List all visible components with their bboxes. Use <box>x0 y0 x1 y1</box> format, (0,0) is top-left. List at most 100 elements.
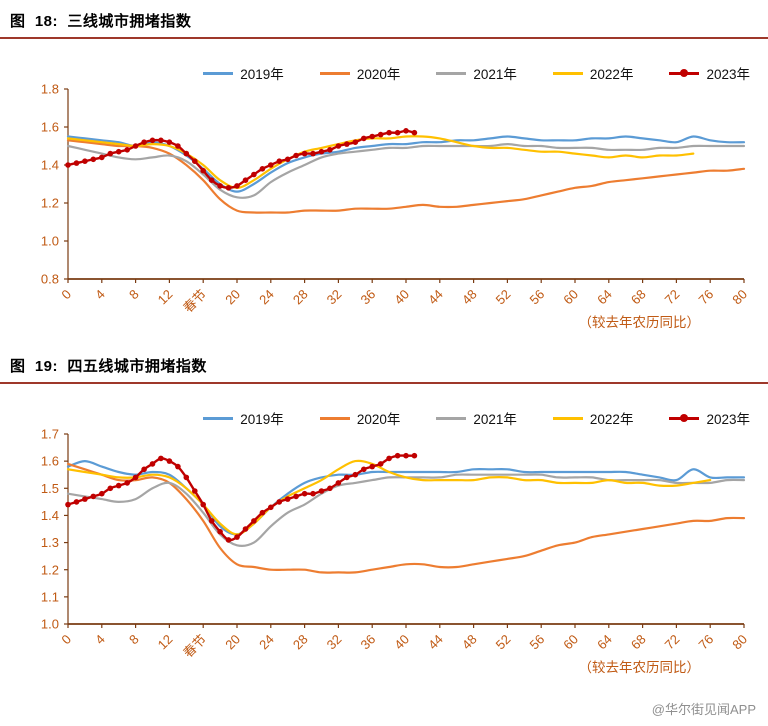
data-point-marker <box>394 129 401 136</box>
data-point-marker <box>208 518 215 524</box>
data-point-marker <box>158 137 164 144</box>
data-point-marker <box>394 452 401 459</box>
x-tick-label: 68 <box>628 287 649 308</box>
footer: @华尔街见闻APP <box>0 684 768 726</box>
x-tick-label: 64 <box>594 287 615 308</box>
data-point-marker <box>318 488 325 494</box>
x-tick-label: 44 <box>425 632 446 653</box>
y-tick-label: 0.8 <box>41 272 59 287</box>
data-point-marker <box>352 139 359 145</box>
y-tick-label: 1.8 <box>41 83 59 97</box>
y-tick-label: 1.1 <box>41 589 59 604</box>
x-tick-label: 0 <box>58 287 74 303</box>
data-point-marker <box>107 150 114 157</box>
x-tick-label: 40 <box>391 632 412 653</box>
x-tick-label: 56 <box>526 632 547 653</box>
data-point-marker <box>149 461 156 467</box>
data-point-marker <box>225 185 232 191</box>
legend-item-2021年: 2021年 <box>436 408 517 428</box>
legend-label: 2023年 <box>706 412 750 427</box>
data-point-marker <box>386 129 392 136</box>
x-tick-label: 72 <box>662 287 683 308</box>
legend-item-2022年: 2022年 <box>552 63 634 83</box>
x-tick-label: 24 <box>256 632 277 653</box>
data-point-marker <box>192 488 198 494</box>
x-tick-label: 52 <box>493 287 514 308</box>
data-point-marker <box>200 167 206 174</box>
series-line-2021年 <box>66 143 746 199</box>
x-tick-label: 12 <box>155 287 176 308</box>
x-tick-label: 36 <box>357 632 378 653</box>
legend-label: 2019年 <box>240 412 284 427</box>
data-point-marker <box>225 537 232 543</box>
data-point-marker <box>124 480 130 486</box>
legend-label: 2022年 <box>589 412 634 427</box>
y-tick-label: 1.6 <box>41 454 59 469</box>
x-tick-label: 80 <box>729 287 750 308</box>
data-point-marker <box>251 171 257 178</box>
y-tick-label: 1.0 <box>41 234 59 249</box>
data-point-marker <box>327 147 333 153</box>
x-tick-label: 28 <box>290 632 311 653</box>
x-tick-label: 4 <box>92 287 108 303</box>
x-tick-label: 76 <box>695 632 716 653</box>
x-tick-label: 48 <box>459 632 480 653</box>
legend-line-swatch <box>436 416 467 420</box>
data-point-marker <box>175 463 181 470</box>
data-point-marker <box>166 139 173 145</box>
legend-line-swatch <box>203 71 234 75</box>
data-point-marker <box>90 156 97 163</box>
data-point-marker <box>284 156 291 163</box>
legend-item-2019年: 2019年 <box>203 63 284 83</box>
legend-item-2021年: 2021年 <box>436 63 517 83</box>
data-point-marker <box>124 147 130 153</box>
data-point-marker <box>107 485 114 492</box>
data-point-marker <box>369 133 376 140</box>
x-tick-label: 20 <box>222 632 243 653</box>
legend-item-2023年: 2023年 <box>669 408 750 428</box>
watermark: @华尔街见闻APP <box>651 702 756 717</box>
series-line-2021年 <box>66 473 746 547</box>
y-tick-label: 1.2 <box>41 196 59 211</box>
legend-item-2023年: 2023年 <box>669 63 750 83</box>
legend-label: 2020年 <box>356 412 401 427</box>
legend-label: 2021年 <box>473 67 517 82</box>
data-point-marker <box>293 152 299 159</box>
series-line-2022年 <box>66 135 695 189</box>
x-tick-label: 春节 <box>180 632 209 661</box>
legend-line-swatch <box>319 71 350 75</box>
x-axis-label: （较去年农历同比） <box>579 315 701 330</box>
legend-line-swatch <box>552 71 583 75</box>
legend-item-2020年: 2020年 <box>319 63 400 83</box>
data-point-marker <box>82 158 88 164</box>
data-point-marker <box>242 526 249 532</box>
data-point-marker <box>318 148 325 155</box>
y-tick-label: 1.4 <box>41 508 59 523</box>
data-point-marker <box>276 158 283 164</box>
data-point-marker <box>411 129 418 136</box>
data-point-marker <box>268 162 274 168</box>
data-point-marker <box>149 137 156 144</box>
data-point-marker <box>301 150 308 157</box>
data-point-marker <box>335 143 342 149</box>
data-point-marker <box>369 463 376 470</box>
data-point-marker <box>411 452 418 459</box>
legend-item-2022年: 2022年 <box>552 408 634 428</box>
data-point-marker <box>386 455 392 462</box>
figure-19-title-rule <box>0 382 768 384</box>
data-point-marker <box>115 482 122 489</box>
data-point-marker <box>284 496 291 502</box>
y-tick-label: 1.3 <box>41 535 59 550</box>
x-tick-label: 68 <box>628 632 649 653</box>
x-tick-label: 32 <box>324 287 345 308</box>
figure-19-legend: 2019年 2020年 2021年 2022年 2023年 <box>0 384 768 428</box>
y-tick-label: 1.7 <box>41 428 59 442</box>
x-tick-label: 春节 <box>180 287 209 316</box>
y-tick-label: 1.6 <box>41 120 59 135</box>
legend-line-swatch <box>669 69 700 77</box>
legend-label: 2022年 <box>589 67 634 82</box>
data-point-marker <box>158 455 164 462</box>
series-line-2022年 <box>66 459 712 536</box>
x-axis-label: （较去年农历同比） <box>579 660 701 675</box>
